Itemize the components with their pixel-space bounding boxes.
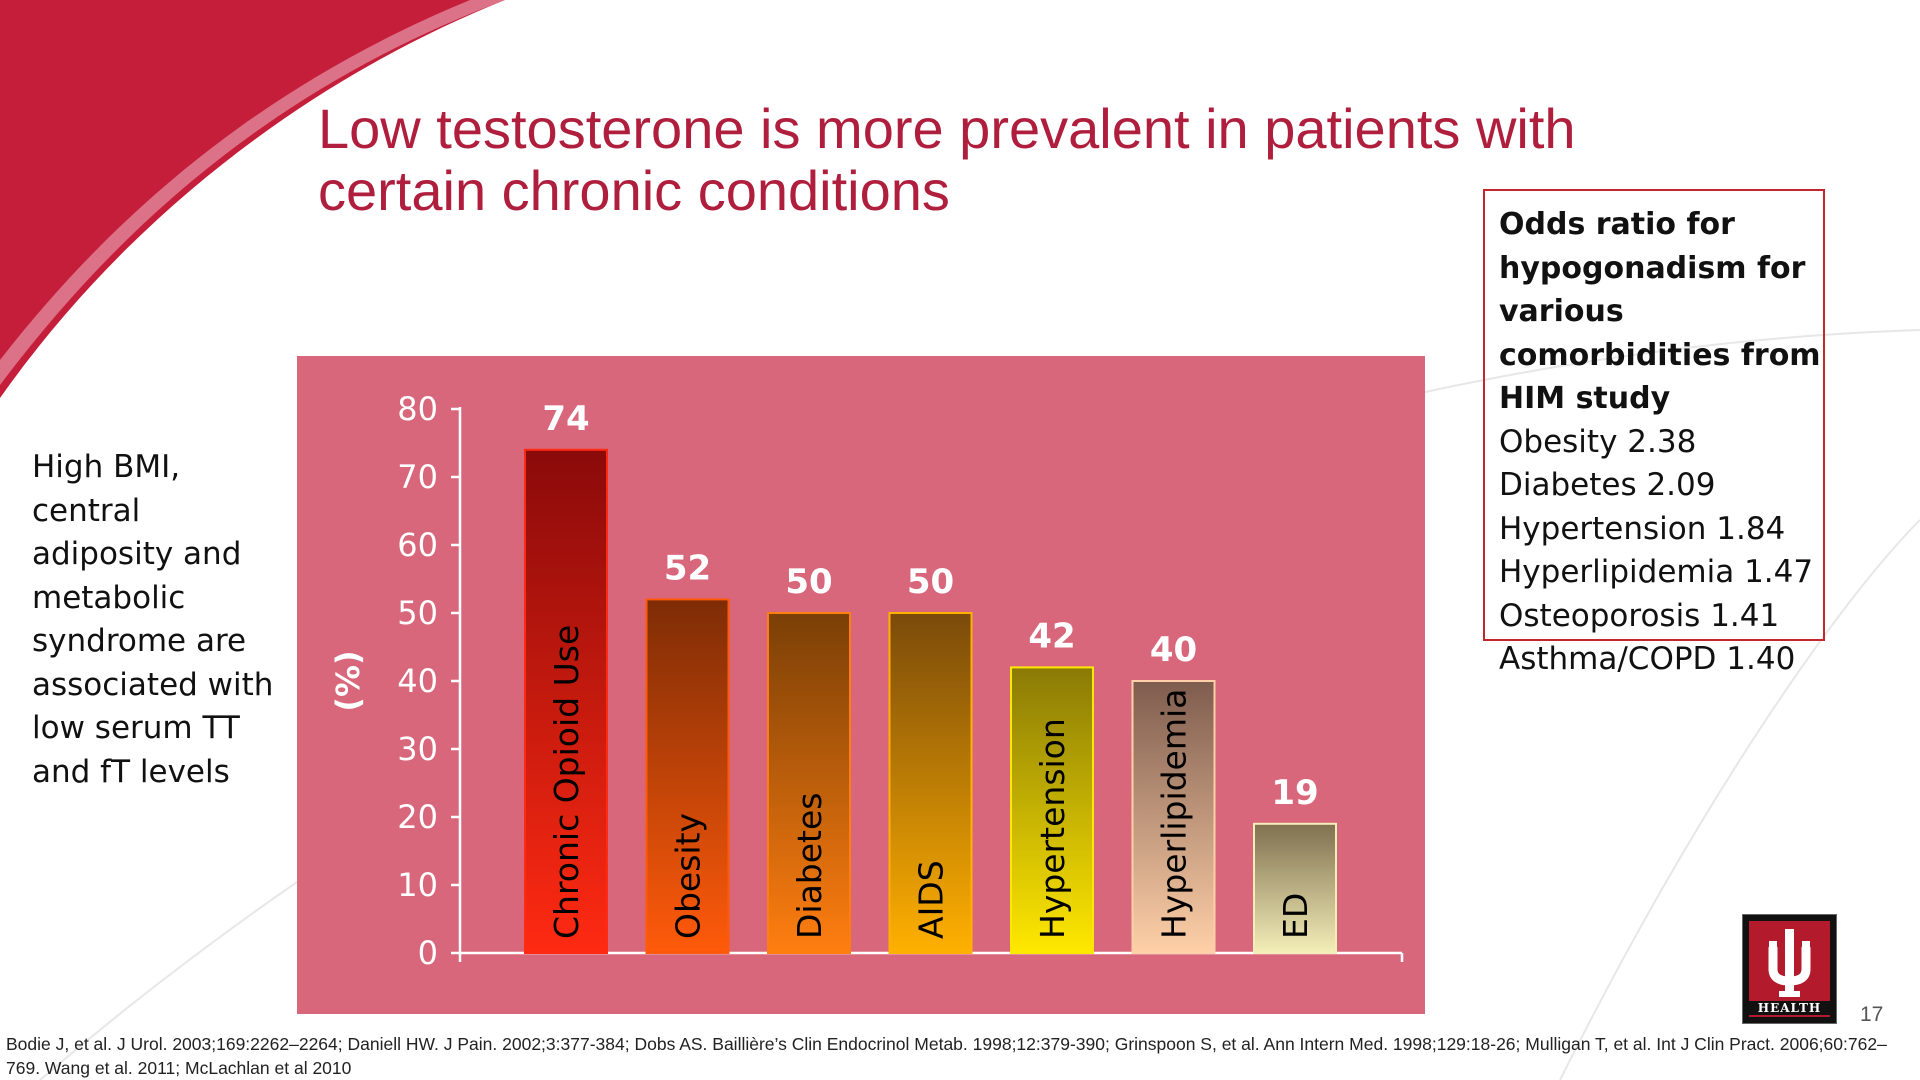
y-tick-label: 80	[397, 390, 438, 428]
bar-value-label: 42	[1028, 616, 1075, 656]
y-tick-label: 70	[397, 458, 438, 496]
odds-ratio-item: Diabetes 2.09	[1499, 467, 1716, 503]
page-number: 17	[1860, 1003, 1884, 1026]
bar-value-label: 19	[1271, 773, 1318, 813]
slide-title: Low testosterone is more prevalent in pa…	[318, 97, 1576, 222]
odds-ratio-box: Odds ratio for hypogonadism for various …	[1483, 189, 1825, 677]
bar	[1010, 666, 1094, 954]
bar	[1131, 680, 1216, 954]
bar-category-label: Obesity	[669, 813, 708, 939]
y-axis-label: (%)	[329, 650, 367, 711]
bar-category-label: Hyperlipidemia	[1155, 689, 1194, 939]
bar-value-label: 74	[542, 399, 589, 439]
swoosh-red-shape	[0, 0, 505, 398]
odds-ratio-item: Hypertension 1.84	[1499, 510, 1786, 547]
bar-category-label: Diabetes	[790, 793, 829, 940]
bar	[1253, 822, 1337, 954]
odds-ratio-list: Obesity 2.38 Diabetes 2.09 Hypertension …	[1499, 421, 1823, 682]
bar	[767, 612, 851, 954]
y-tick-label: 60	[397, 526, 438, 564]
odds-ratio-heading: Odds ratio for hypogonadism for various …	[1499, 207, 1821, 416]
y-tick-label: 30	[397, 730, 438, 768]
y-tick-label: 40	[397, 662, 438, 700]
prevalence-bar-chart: 0 10 20 30 40 50 60 70 80 (%) 74 Chronic Opioid Use…	[297, 356, 1425, 1014]
y-tick-label: 10	[397, 866, 438, 904]
bar	[524, 448, 608, 955]
bar-value-label: 50	[907, 562, 954, 602]
bar-value-label: 50	[785, 562, 832, 602]
odds-ratio-item: Asthma/COPD 1.40	[1499, 641, 1796, 677]
bar	[888, 612, 973, 954]
bar-value-label: 40	[1150, 630, 1197, 670]
y-tick-label: 20	[397, 798, 438, 836]
references: Bodie J, et al. J Urol. 2003;169:2262–22…	[6, 1034, 1887, 1078]
bar-value-label: 52	[664, 548, 711, 588]
bar-category-label: Chronic Opioid Use	[547, 625, 586, 939]
swoosh-thin-line-right	[1559, 519, 1920, 1080]
odds-ratio-item: Osteoporosis 1.41	[1499, 597, 1780, 634]
bar	[645, 598, 730, 954]
odds-ratio-item: Hyperlipidemia 1.47	[1499, 554, 1814, 590]
y-tick-label: 50	[397, 594, 438, 632]
odds-ratio-item: Obesity 2.38	[1499, 423, 1697, 460]
bar-category-label: Hypertension	[1033, 718, 1072, 939]
bar-category-label: AIDS	[912, 860, 951, 939]
chart-background	[297, 356, 1425, 1014]
y-tick-label: 0	[418, 934, 438, 972]
bar-category-label: ED	[1276, 893, 1315, 939]
logo-text: HEALTH	[1745, 1001, 1834, 1015]
left-summary-text: High BMI, central adiposity and metaboli…	[32, 449, 274, 790]
iu-health-logo: HEALTH	[1742, 914, 1837, 1024]
